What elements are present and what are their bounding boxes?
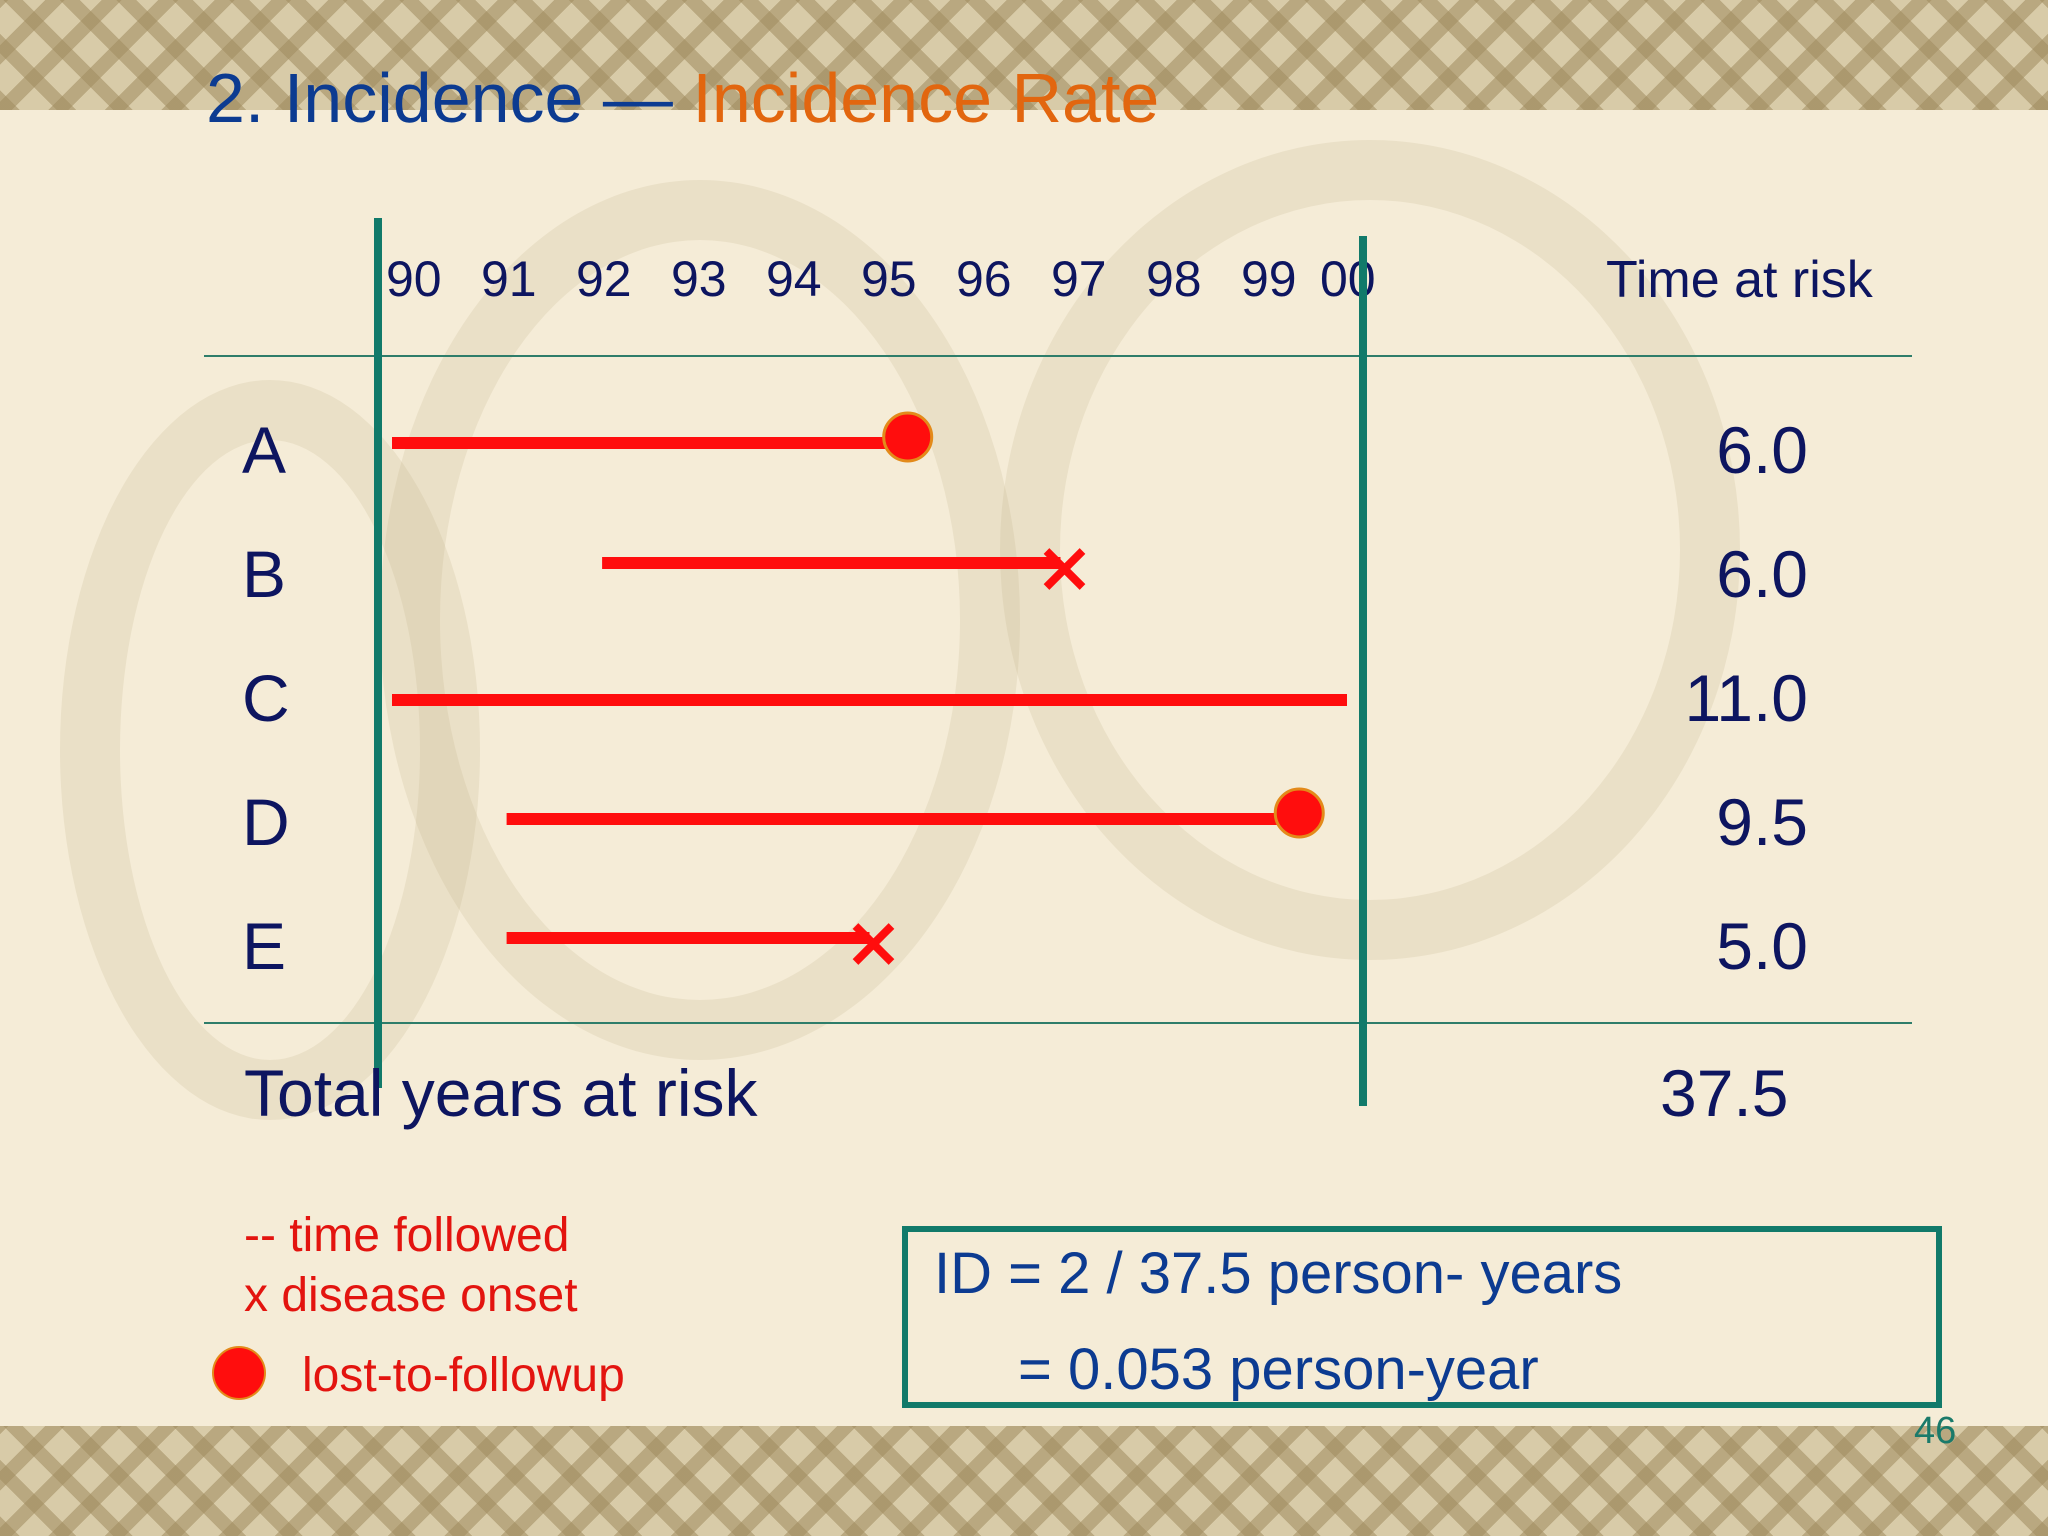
tick-label: 96 [956,251,1012,307]
total-years-value: 37.5 [1660,1056,1789,1130]
formula-line-1: ID = 2 / 37.5 person- years [934,1241,1623,1306]
time-at-risk-header: Time at risk [1606,251,1873,309]
title-part-incidence-rate: Incidence Rate [692,59,1160,137]
header-divider [204,355,1912,357]
page-number: 46 [1914,1410,1957,1452]
disease-onset-marker-b [1043,548,1086,590]
tick-label: 99 [1241,251,1297,307]
onset-cross-stroke [1043,548,1086,590]
tick-label: 92 [576,251,632,307]
timeline-end-line [1359,236,1367,1106]
tick-label: 97 [1051,251,1107,307]
subject-label-e: E [242,909,287,983]
subject-label-d: D [242,785,290,859]
title-part-incidence: 2. Incidence — [206,59,693,137]
subject-label-b: B [242,537,287,611]
subject-label-a: A [242,413,287,487]
tick-label: 98 [1146,251,1202,307]
time-at-risk-b: 6.0 [1716,537,1808,611]
legend-lost-to-followup: lost-to-followup [302,1349,625,1402]
legend-disease-onset: x disease onset [244,1269,578,1322]
onset-cross-stroke [852,923,895,965]
lost-to-followup-marker-d [1273,787,1325,839]
disease-onset-marker-e [852,923,895,965]
total-divider [204,1022,1912,1024]
lost-to-followup-marker-a [882,411,934,463]
incidence-density-formula-box: ID = 2 / 37.5 person- years = 0.053 pers… [902,1226,1942,1408]
tick-label: 95 [861,251,917,307]
legend-time-followed: -- time followed [244,1209,570,1262]
tick-label: 94 [766,251,822,307]
total-years-label: Total years at risk [244,1056,758,1130]
time-at-risk-c: 11.0 [1684,661,1808,735]
decorative-border-bottom [0,1426,2048,1536]
tick-label: 91 [481,251,537,307]
formula-line-2: = 0.053 person-year [1018,1337,1539,1402]
timeline-start-line [374,218,382,1088]
tick-label: 90 [386,251,442,307]
tick-label: 93 [671,251,727,307]
slide-title: 2. Incidence — Incidence Rate [206,58,1159,138]
time-at-risk-a: 6.0 [1716,413,1808,487]
decorative-border-top [0,0,2048,110]
subject-label-c: C [242,661,290,735]
time-at-risk-d: 9.5 [1716,785,1808,859]
lost-to-followup-dot-icon [214,1348,264,1398]
time-at-risk-e: 5.0 [1716,909,1808,983]
